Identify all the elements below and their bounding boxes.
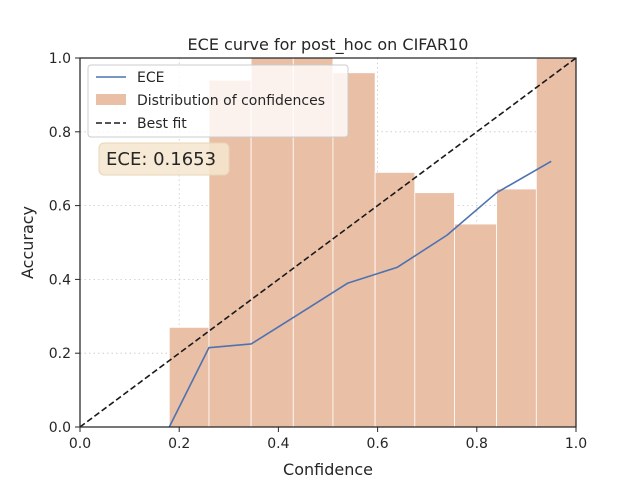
- chart-title: ECE curve for post_hoc on CIFAR10: [188, 35, 469, 55]
- legend-distribution-label: Distribution of confidences: [137, 93, 325, 109]
- legend-box: [87, 64, 349, 138]
- legend: ECE Distribution of confidences Best fit: [87, 64, 349, 138]
- x-tick-label: 0.0: [69, 436, 91, 452]
- x-tick-label: 0.2: [168, 436, 190, 452]
- ece-annotation-box: [98, 142, 230, 176]
- y-tick-label: 0.2: [49, 346, 71, 362]
- histogram-bar: [168, 326, 210, 428]
- y-tick-label: 0.4: [49, 272, 71, 288]
- plot-lines: [79, 57, 577, 428]
- best-fit-line: [79, 57, 577, 428]
- legend-ece-label: ECE: [137, 70, 164, 86]
- legend-best-fit-label: Best fit: [137, 116, 187, 132]
- histogram-bar: [414, 192, 455, 428]
- axis-ticks: 0.0 0.2 0.4 0.6 0.8 1.0 0.0 0.2 0.4 0.6 0.8 1.0: [49, 51, 587, 452]
- y-axis-label: Accuracy: [18, 206, 37, 279]
- plot-frame: [79, 57, 577, 428]
- histogram-bar: [454, 223, 498, 428]
- y-tick-label: 0.6: [49, 199, 71, 215]
- legend-distribution-swatch: [96, 94, 126, 105]
- ece-line: [168, 160, 552, 428]
- y-tick-label: 0.0: [49, 420, 71, 436]
- x-tick-label: 0.8: [466, 436, 488, 452]
- x-tick-label: 0.4: [267, 436, 289, 452]
- y-tick-label: 0.8: [49, 125, 71, 141]
- x-axis-label: Confidence: [283, 460, 373, 479]
- ece-annotation: ECE: 0.1653: [98, 142, 230, 176]
- y-tick-label: 1.0: [49, 51, 71, 67]
- histogram-bar: [535, 57, 577, 428]
- x-tick-label: 1.0: [565, 436, 587, 452]
- x-tick-label: 0.6: [366, 436, 388, 452]
- ece-annotation-text: ECE: 0.1653: [106, 149, 216, 170]
- histogram-bar: [374, 171, 416, 428]
- histogram-bar: [496, 188, 537, 428]
